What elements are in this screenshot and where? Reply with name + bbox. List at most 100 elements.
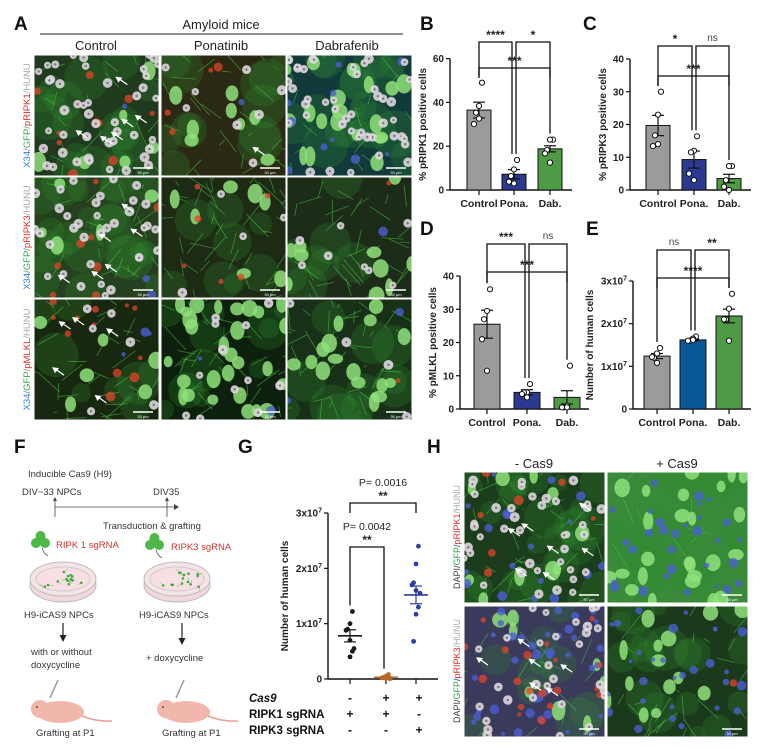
x-category-label: Pona.	[513, 417, 542, 429]
y-tick-label: 40	[443, 272, 455, 283]
panel-a-row-labels: X34/GFP/pRIPK1/HUNU X34/GFP/pRIPK3/HUNU X3…	[22, 63, 33, 410]
data-point	[387, 676, 393, 682]
data-point	[654, 141, 662, 148]
micrograph-ponatinib-row-3: 30 µm	[160, 298, 287, 421]
step-label: Transduction & grafting	[103, 521, 201, 532]
row-label-1: X34/GFP/pRIPK1/HUNU	[22, 63, 33, 168]
x-category-label: Dab.	[718, 198, 741, 210]
cells-label-1: H9-iCAS9 NPCs	[24, 610, 94, 621]
data-point	[526, 380, 534, 388]
panel-h-micrographs: 30 µm 30 µm 30 µm 30 µm	[463, 471, 749, 738]
data-point	[350, 648, 355, 654]
data-point	[693, 133, 701, 140]
data-point	[541, 150, 549, 157]
arrow-marker-icon	[514, 568, 528, 577]
col-header-ponatinib: Ponatinib	[194, 38, 248, 53]
panel-label-a: A	[14, 14, 28, 35]
arrow-marker-icon	[94, 394, 107, 404]
condition-value: +	[382, 707, 389, 721]
h-row-label-2: DAPI/GFP/pRIPK3/HUNU	[452, 619, 462, 723]
arrow-marker-icon	[517, 638, 530, 647]
arrow-marker-icon	[52, 367, 65, 376]
col-header-minus-cas9: - Cas9	[515, 456, 553, 471]
data-point	[347, 654, 353, 660]
data-point	[470, 120, 478, 128]
x-category-label: Dab.	[718, 417, 741, 429]
scale-bar-label: 30 µm	[390, 414, 402, 419]
arrow-marker-icon	[134, 114, 148, 124]
bar-pona	[679, 339, 707, 410]
data-point	[413, 611, 419, 617]
data-point	[689, 336, 697, 343]
data-point	[728, 290, 736, 297]
data-point	[558, 404, 566, 411]
significance-bracket	[657, 75, 730, 86]
arrow-marker-icon	[121, 118, 134, 128]
y-axis-label: % pMLKL positive cells	[428, 287, 439, 398]
panel-label-b: B	[420, 14, 434, 35]
condition-value: -	[348, 723, 352, 737]
significance-label: ***	[499, 230, 513, 244]
data-point	[690, 177, 698, 184]
x-category-label: Pona.	[500, 198, 529, 210]
condition-value: -	[384, 723, 388, 737]
arrow-marker-icon	[521, 523, 534, 532]
x-category-label: Control	[460, 198, 497, 210]
arrow-marker-icon	[115, 76, 128, 86]
timeline-end: DIV35	[153, 487, 179, 498]
arrow-marker-icon	[545, 687, 559, 697]
arrow-marker-icon	[252, 146, 265, 156]
y-tick-label: 60	[433, 54, 445, 65]
data-point	[350, 609, 355, 614]
y-tick-label: 40	[433, 98, 445, 109]
chart-b: 0 20 40 60 % pRIPK1 positive cells Control Pon…	[418, 28, 572, 210]
panel-a-micrographs: 30 µm 30 µm 30 µm 30 µm 30 µm 30 µm 30 µm 30 µm…	[33, 54, 413, 421]
scale-bar-label: 30 µm	[390, 170, 402, 175]
timeline-start: DIV~33 NPCs	[22, 487, 82, 498]
arrow-marker-icon	[507, 528, 521, 537]
treatment-2: + doxycycline	[146, 653, 203, 664]
significance-bracket	[656, 277, 730, 288]
micrograph-minus-cas9-row-2: 30 µm	[463, 605, 606, 738]
row-label-2: X34/GFP/pRIPK3/HUNU	[22, 185, 33, 290]
data-point	[648, 353, 656, 361]
sgrna-ripk3-label: RIPK3 sgRNA	[171, 542, 232, 553]
scale-bar-label: 30 µm	[583, 597, 595, 602]
y-axis-label: Number of human cells	[280, 540, 291, 651]
significance-bracket	[656, 249, 692, 342]
significance-label: ***	[520, 258, 534, 272]
arrow-marker-icon	[106, 328, 119, 337]
arrow-marker-icon	[560, 664, 573, 673]
data-point	[725, 162, 733, 170]
panel-g-conditions: Cas9 - + + RIPK1 sgRNA + + - RIPK3 sgRNA - - +	[249, 691, 423, 737]
arrow-marker-icon	[581, 547, 594, 557]
y-tick-label: 3x107	[296, 508, 322, 520]
y-tick-label: 0	[316, 675, 322, 686]
data-point	[505, 178, 513, 185]
significance-label: ns	[543, 231, 554, 242]
scale-bar-label: 30 µm	[726, 597, 738, 602]
col-header-plus-cas9: + Cas9	[656, 456, 698, 471]
tick-up-arrow-icon	[165, 497, 169, 501]
data-point	[687, 149, 695, 156]
x-category-label: Control	[638, 417, 675, 429]
arrow-marker-icon	[98, 233, 112, 242]
micrograph-dabrafenib-row-2: 30 µm	[286, 176, 413, 299]
scale-bar-label: 30 µm	[264, 414, 276, 419]
data-point	[483, 367, 491, 374]
data-point	[347, 637, 353, 643]
data-point	[478, 336, 486, 343]
x-category-label: Pona.	[680, 198, 709, 210]
data-point	[546, 159, 554, 166]
panel-label-g: G	[238, 437, 253, 458]
scale-bar-label: 30 µm	[390, 292, 402, 297]
data-point	[725, 305, 733, 312]
data-point	[417, 590, 423, 596]
bar-dab	[715, 315, 743, 410]
scale-bar-label: 30 µm	[583, 731, 595, 736]
cell-line-label: Inducible Cas9 (H9)	[28, 469, 112, 480]
micrograph-dabrafenib-row-1: 30 µm	[286, 54, 413, 177]
significance-bracket	[486, 243, 526, 379]
y-tick-label: 30	[613, 87, 625, 98]
